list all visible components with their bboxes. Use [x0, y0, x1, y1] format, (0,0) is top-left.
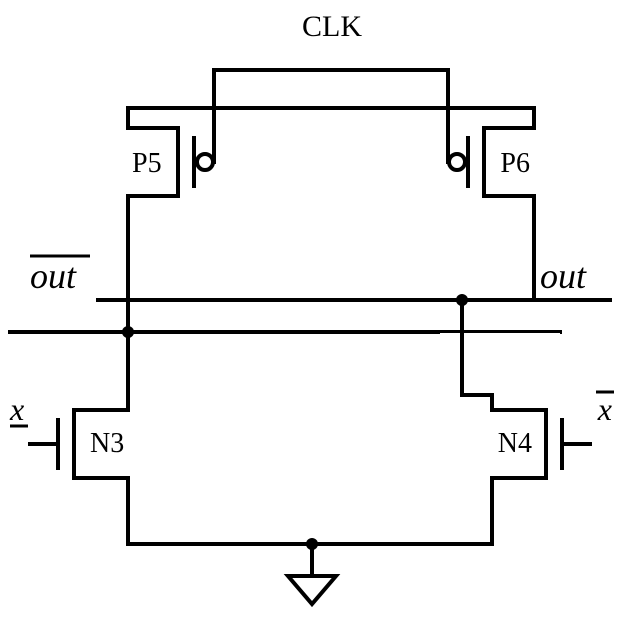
sense-amp-schematic: CLK P5 P6 N3 N4 out out x x [0, 0, 624, 632]
out-bar-label: out [30, 256, 77, 296]
p6-label: P6 [500, 148, 530, 179]
clk-label: CLK [302, 10, 362, 43]
n4-label: N4 [498, 428, 532, 459]
x-label: x [9, 391, 24, 427]
x-bar-label: x [597, 391, 612, 427]
out-label: out [540, 256, 587, 296]
n3-label: N3 [90, 428, 124, 459]
p5-label: P5 [132, 148, 162, 179]
